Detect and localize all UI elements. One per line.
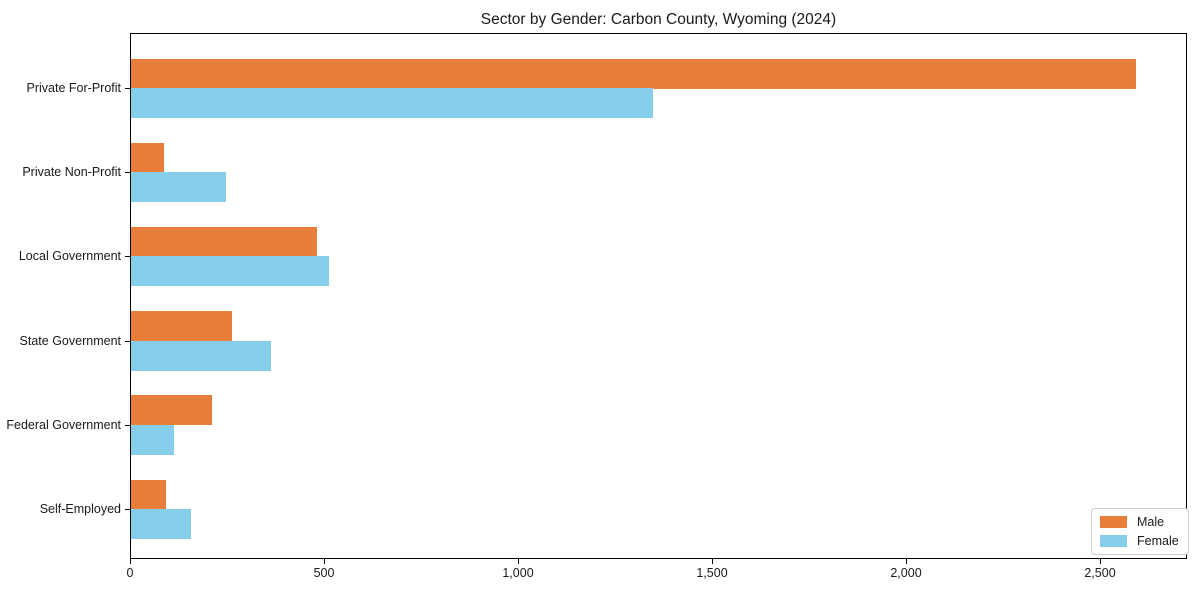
y-axis-tick	[125, 172, 130, 173]
category-label: State Government	[19, 334, 121, 348]
y-axis-tick	[125, 341, 130, 342]
bar-male	[131, 311, 232, 341]
category-label: Private Non-Profit	[22, 165, 121, 179]
x-axis-tick	[518, 559, 519, 564]
x-axis-tick	[906, 559, 907, 564]
plot-area	[130, 33, 1187, 559]
bar-male	[131, 395, 212, 425]
legend-entry-male: Male	[1100, 515, 1179, 529]
female-series-swatch	[1100, 535, 1127, 547]
y-axis-tick	[125, 509, 130, 510]
x-tick-label: 2,000	[890, 566, 922, 580]
x-axis-tick	[1100, 559, 1101, 564]
bar-male	[131, 227, 317, 257]
x-tick-label: 1,000	[502, 566, 534, 580]
bar-female	[131, 341, 271, 371]
x-tick-label: 2,500	[1084, 566, 1116, 580]
chart-title: Sector by Gender: Carbon County, Wyoming…	[480, 11, 837, 28]
male-series-swatch	[1100, 516, 1127, 528]
category-label: Local Government	[18, 249, 121, 263]
bar-female	[131, 88, 653, 118]
x-axis-tick	[324, 559, 325, 564]
bar-male	[131, 480, 166, 510]
y-axis-tick	[125, 88, 130, 89]
x-tick-label: 500	[313, 566, 335, 580]
bar-male	[131, 59, 1136, 89]
category-label: Private For-Profit	[26, 81, 121, 95]
x-axis-tick	[130, 559, 131, 564]
y-axis-tick	[125, 425, 130, 426]
category-label: Self-Employed	[39, 502, 121, 516]
y-axis-tick	[125, 256, 130, 257]
bar-male	[131, 143, 164, 173]
x-tick-label: 0	[126, 566, 134, 580]
legend: Male Female	[1091, 508, 1189, 555]
legend-label-female: Female	[1137, 534, 1179, 548]
bar-female	[131, 509, 191, 539]
x-tick-label: 1,500	[696, 566, 728, 580]
bar-female	[131, 256, 329, 286]
x-axis-tick	[712, 559, 713, 564]
category-label: Federal Government	[6, 418, 121, 432]
bar-female	[131, 172, 226, 202]
legend-entry-female: Female	[1100, 534, 1179, 548]
bar-female	[131, 425, 174, 455]
legend-label-male: Male	[1137, 515, 1165, 529]
